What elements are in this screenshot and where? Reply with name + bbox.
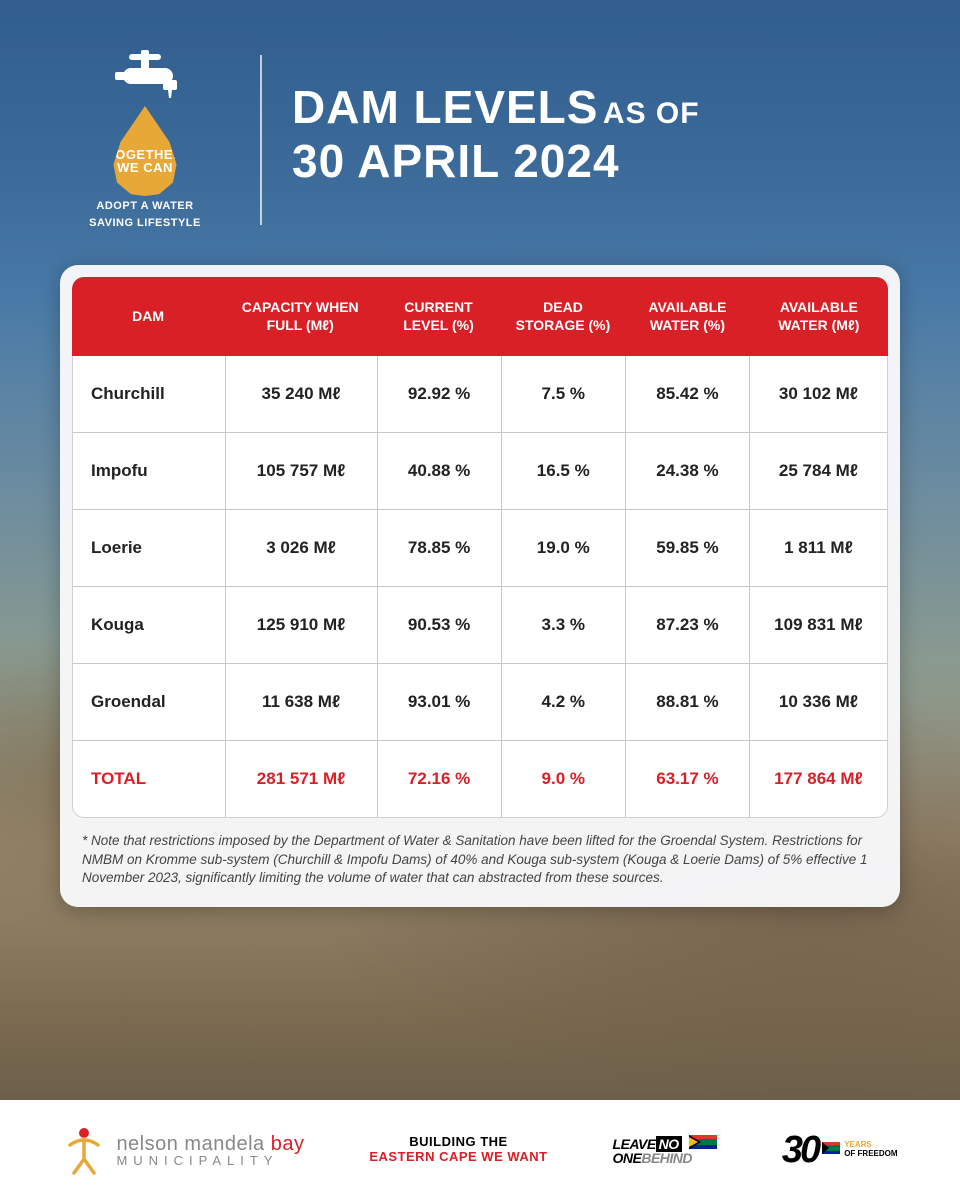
dam-levels-card: DAM CAPACITY WHEN FULL (Mℓ) CURRENT LEVE… — [60, 265, 900, 907]
water-drop-icon: TOGETHER WE CAN — [110, 106, 180, 196]
cell-current: 92.92 % — [377, 356, 501, 432]
cell-avail-ml: 30 102 Mℓ — [749, 356, 887, 432]
lno-one: ONE — [613, 1150, 642, 1166]
cell-avail-pct: 59.85 % — [625, 510, 749, 586]
cell-dead: 7.5 % — [501, 356, 625, 432]
cell-dead: 19.0 % — [501, 510, 625, 586]
col-capacity: CAPACITY WHEN FULL (Mℓ) — [224, 277, 376, 356]
nmb-person-icon — [62, 1125, 106, 1175]
cell-dead: 4.2 % — [501, 664, 625, 740]
cell-total-avail-ml: 177 864 Mℓ — [749, 741, 887, 817]
cell-avail-pct: 85.42 % — [625, 356, 749, 432]
ec-line2: EASTERN CAPE WE WANT — [369, 1150, 547, 1165]
cell-capacity: 105 757 Mℓ — [225, 433, 377, 509]
logo-line2: WE CAN — [117, 161, 173, 174]
cell-total-label: TOTAL — [73, 741, 225, 817]
eastern-cape-slogan: BUILDING THE EASTERN CAPE WE WANT — [369, 1135, 547, 1165]
title-date: 30 APRIL 2024 — [292, 134, 700, 188]
nmb-logo: nelson mandela bay MUNICIPALITY — [62, 1125, 304, 1175]
footer: nelson mandela bay MUNICIPALITY BUILDING… — [0, 1100, 960, 1200]
cell-dam-name: Impofu — [73, 433, 225, 509]
lno-behind: BEHIND — [641, 1150, 692, 1166]
cell-dam-name: Groendal — [73, 664, 225, 740]
table-row: Kouga 125 910 Mℓ 90.53 % 3.3 % 87.23 % 1… — [73, 586, 887, 663]
nmb-first: nelson mandela — [116, 1133, 264, 1155]
cell-avail-ml: 25 784 Mℓ — [749, 433, 887, 509]
cell-capacity: 35 240 Mℓ — [225, 356, 377, 432]
cell-avail-ml: 1 811 Mℓ — [749, 510, 887, 586]
table-body: Churchill 35 240 Mℓ 92.92 % 7.5 % 85.42 … — [72, 356, 888, 818]
col-available-pct: AVAILABLE WATER (%) — [625, 277, 749, 356]
cell-avail-pct: 88.81 % — [625, 664, 749, 740]
cell-total-capacity: 281 571 Mℓ — [225, 741, 377, 817]
cell-total-current: 72.16 % — [377, 741, 501, 817]
col-dam: DAM — [72, 277, 224, 356]
cell-current: 90.53 % — [377, 587, 501, 663]
nmb-municipality: MUNICIPALITY — [116, 1154, 304, 1167]
cell-current: 78.85 % — [377, 510, 501, 586]
cell-dam-name: Churchill — [73, 356, 225, 432]
content-area: TOGETHER WE CAN ADOPT A WATER SAVING LIF… — [0, 0, 960, 937]
logo-subtitle-1: ADOPT A WATER — [60, 200, 230, 213]
col-available-ml: AVAILABLE WATER (Mℓ) — [750, 277, 888, 356]
title-block: DAM LEVELS AS OF 30 APRIL 2024 — [292, 50, 700, 188]
cell-capacity: 3 026 Mℓ — [225, 510, 377, 586]
table-row: Loerie 3 026 Mℓ 78.85 % 19.0 % 59.85 % 1… — [73, 509, 887, 586]
nmb-last: bay — [271, 1133, 305, 1155]
cell-dead: 3.3 % — [501, 587, 625, 663]
thirty-freedom: OF FREEDOM — [844, 1150, 897, 1159]
cell-total-dead: 9.0 % — [501, 741, 625, 817]
cell-dead: 16.5 % — [501, 433, 625, 509]
cell-avail-pct: 87.23 % — [625, 587, 749, 663]
cell-avail-ml: 109 831 Mℓ — [749, 587, 887, 663]
thirty-years-logo: 30 YEARS OF FREEDOM — [782, 1129, 898, 1172]
campaign-logo: TOGETHER WE CAN ADOPT A WATER SAVING LIF… — [60, 50, 230, 230]
sa-flag-icon — [689, 1135, 717, 1151]
thirty-number: 30 — [782, 1129, 818, 1172]
title-as-of: AS OF — [603, 97, 700, 130]
cell-current: 40.88 % — [377, 433, 501, 509]
title-prefix: DAM LEVELS — [292, 81, 598, 133]
cell-avail-ml: 10 336 Mℓ — [749, 664, 887, 740]
logo-subtitle-2: SAVING LIFESTYLE — [60, 217, 230, 230]
tap-icon — [105, 50, 185, 105]
cell-avail-pct: 24.38 % — [625, 433, 749, 509]
col-dead-storage: DEAD STORAGE (%) — [501, 277, 625, 356]
header-divider — [260, 55, 262, 225]
cell-total-avail-pct: 63.17 % — [625, 741, 749, 817]
table-row-total: TOTAL 281 571 Mℓ 72.16 % 9.0 % 63.17 % 1… — [73, 740, 887, 817]
col-current-level: CURRENT LEVEL (%) — [376, 277, 500, 356]
cell-capacity: 125 910 Mℓ — [225, 587, 377, 663]
cell-dam-name: Kouga — [73, 587, 225, 663]
cell-dam-name: Loerie — [73, 510, 225, 586]
thirty-text: YEARS OF FREEDOM — [844, 1141, 897, 1159]
table-header-row: DAM CAPACITY WHEN FULL (Mℓ) CURRENT LEVE… — [72, 277, 888, 356]
ec-line1: BUILDING THE — [369, 1135, 547, 1150]
cell-current: 93.01 % — [377, 664, 501, 740]
header: TOGETHER WE CAN ADOPT A WATER SAVING LIF… — [60, 50, 900, 230]
restrictions-note: * Note that restrictions imposed by the … — [72, 818, 888, 895]
sa-flag-small-icon — [822, 1141, 840, 1159]
leave-no-one-behind-logo: LEAVENO ONEBEHIND — [613, 1135, 718, 1165]
table-row: Impofu 105 757 Mℓ 40.88 % 16.5 % 24.38 %… — [73, 432, 887, 509]
table-row: Churchill 35 240 Mℓ 92.92 % 7.5 % 85.42 … — [73, 356, 887, 432]
nmb-name: nelson mandela bay — [116, 1134, 304, 1154]
cell-capacity: 11 638 Mℓ — [225, 664, 377, 740]
table-row: Groendal 11 638 Mℓ 93.01 % 4.2 % 88.81 %… — [73, 663, 887, 740]
